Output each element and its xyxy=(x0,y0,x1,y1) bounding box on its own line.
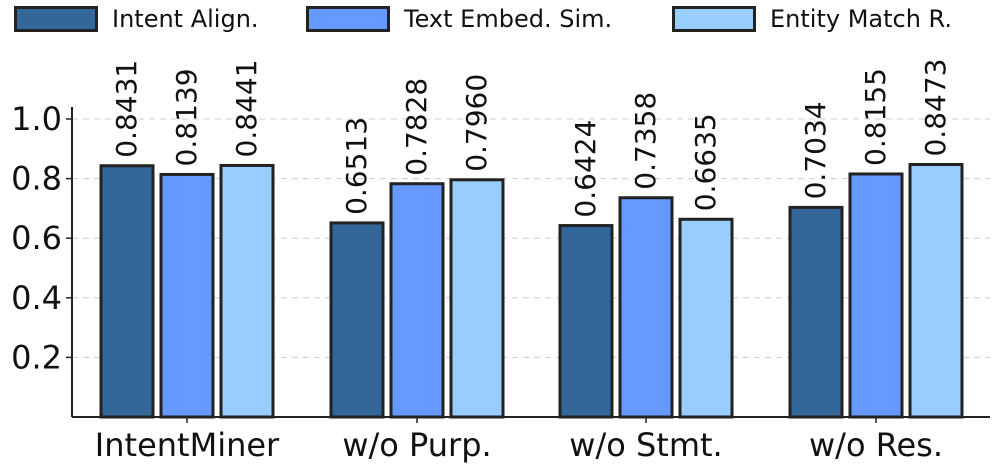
y-tick-label: 0.4 xyxy=(11,279,62,317)
bar xyxy=(329,221,385,419)
legend-label-intent-align: Intent Align. xyxy=(112,5,259,33)
value-label: 0.8473 xyxy=(919,59,952,157)
legend-item-intent-align: Intent Align. xyxy=(14,4,259,34)
bar xyxy=(219,163,275,419)
value-label: 0.7034 xyxy=(799,101,832,199)
bar xyxy=(449,178,505,419)
bar xyxy=(389,182,445,419)
y-tick-label: 1.0 xyxy=(11,100,62,138)
value-label: 0.8431 xyxy=(110,60,143,158)
chart-legend: Intent Align. Text Embed. Sim. Entity Ma… xyxy=(0,0,996,40)
value-label: 0.6635 xyxy=(689,113,722,211)
value-label: 0.6424 xyxy=(569,120,602,218)
legend-swatch-intent-align xyxy=(14,6,98,32)
x-tick-label: w/o Stmt. xyxy=(569,426,722,464)
y-tick-label: 0.2 xyxy=(11,338,62,376)
value-label: 0.8441 xyxy=(230,59,263,157)
value-label: 0.7358 xyxy=(629,92,662,190)
x-tick-label: IntentMiner xyxy=(95,426,280,464)
legend-label-entity-match: Entity Match R. xyxy=(770,5,953,33)
value-label: 0.7960 xyxy=(460,74,493,172)
bar xyxy=(618,196,674,419)
legend-item-text-embed-sim: Text Embed. Sim. xyxy=(306,4,612,34)
bar xyxy=(908,163,964,419)
legend-swatch-entity-match xyxy=(672,6,756,32)
legend-swatch-text-embed-sim xyxy=(306,6,390,32)
y-tick-label: 0.6 xyxy=(11,219,62,257)
value-label: 0.8139 xyxy=(170,68,203,166)
bar xyxy=(848,172,904,419)
bar xyxy=(159,172,215,419)
value-label: 0.6513 xyxy=(340,117,373,215)
bar xyxy=(788,205,844,419)
bar xyxy=(558,224,614,419)
x-tick-label: w/o Res. xyxy=(809,426,943,464)
value-label: 0.8155 xyxy=(859,68,892,166)
x-tick-label: w/o Purp. xyxy=(342,426,491,464)
y-tick-label: 0.8 xyxy=(11,160,62,198)
legend-item-entity-match: Entity Match R. xyxy=(672,4,952,34)
bar xyxy=(678,217,734,419)
value-label: 0.7828 xyxy=(400,78,433,176)
legend-label-text-embed-sim: Text Embed. Sim. xyxy=(404,5,613,33)
bar xyxy=(99,164,155,419)
